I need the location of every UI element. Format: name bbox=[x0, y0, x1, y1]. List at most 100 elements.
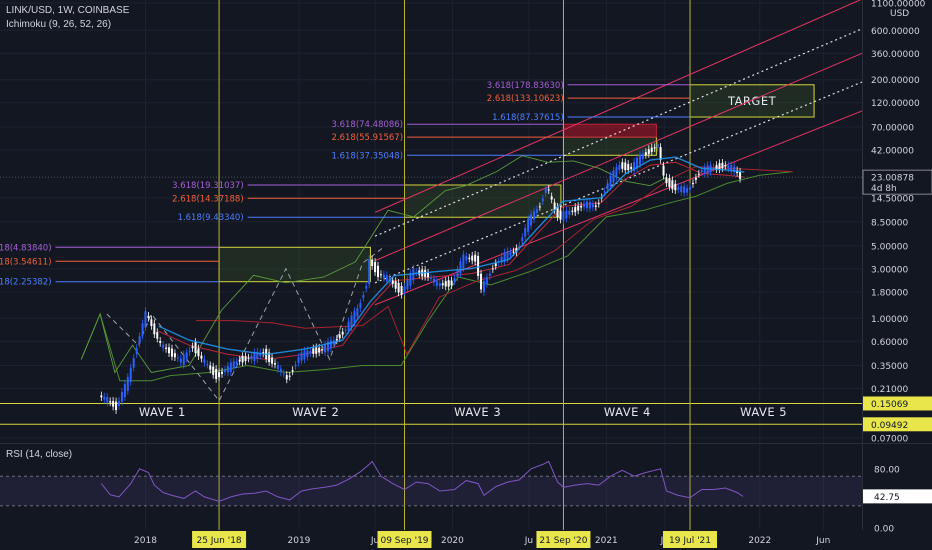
candle-body bbox=[568, 210, 571, 215]
candle-body bbox=[500, 256, 503, 263]
candle-body bbox=[680, 186, 683, 193]
candle-body bbox=[188, 350, 191, 353]
candle-body bbox=[294, 364, 297, 367]
candle-body bbox=[318, 347, 321, 353]
candle-body bbox=[168, 347, 171, 354]
candle-body bbox=[165, 347, 168, 349]
time-axis: 20182019Ju2020Ju2021Ju2022Jun25 Jun '180… bbox=[134, 531, 830, 548]
candle-body bbox=[329, 340, 332, 349]
candle-body bbox=[391, 280, 394, 284]
candle-body bbox=[153, 323, 156, 335]
candle-body bbox=[406, 279, 409, 290]
candle-body bbox=[123, 383, 126, 398]
candle-body bbox=[518, 245, 521, 247]
fib-level-label: 3.618(178.83630) bbox=[487, 81, 564, 91]
candle-body bbox=[724, 165, 727, 167]
time-tick-label: Jun bbox=[815, 536, 830, 546]
candle-body bbox=[362, 295, 365, 298]
candle-body bbox=[712, 167, 715, 169]
candle-body bbox=[247, 357, 250, 359]
candle-body bbox=[435, 281, 438, 286]
indicator-title[interactable]: Ichimoku (9, 26, 52, 26) bbox=[6, 19, 112, 30]
candle-body bbox=[103, 396, 106, 400]
candle-body bbox=[324, 344, 327, 353]
candle-body bbox=[253, 352, 256, 362]
fib-level-label: 2.618(55.91567) bbox=[332, 133, 404, 143]
candle-body bbox=[588, 202, 591, 209]
support-price-badge bbox=[863, 396, 932, 411]
candle-body bbox=[471, 255, 474, 261]
candle-body bbox=[173, 353, 176, 358]
candle-body bbox=[662, 165, 665, 176]
candle-body bbox=[488, 273, 491, 276]
candle-body bbox=[653, 147, 656, 149]
candle-body bbox=[485, 277, 488, 284]
candle-body bbox=[721, 162, 724, 169]
candle-body bbox=[132, 358, 135, 368]
candle-body bbox=[509, 251, 512, 256]
candle-body bbox=[739, 171, 742, 179]
candle-body bbox=[221, 371, 224, 374]
candle-body bbox=[427, 272, 430, 278]
time-tick-label: 2022 bbox=[748, 536, 771, 546]
chikou-line bbox=[80, 155, 668, 374]
candle-body bbox=[577, 205, 580, 211]
candle-body bbox=[371, 259, 374, 267]
candle-body bbox=[385, 275, 388, 281]
candle-body bbox=[633, 162, 636, 172]
candle-body bbox=[194, 342, 197, 354]
candle-body bbox=[141, 323, 144, 336]
candle-body bbox=[306, 350, 309, 357]
channel-line bbox=[374, 110, 863, 306]
rsi-line bbox=[100, 460, 744, 502]
fib-level-label: 3.618(4.83840) bbox=[0, 243, 52, 253]
candle-body bbox=[353, 311, 356, 323]
candle-body bbox=[641, 153, 644, 160]
rsi-tick-label: 80.00 bbox=[874, 465, 900, 475]
candle-body bbox=[368, 259, 371, 285]
candle-body bbox=[338, 334, 341, 339]
candle-body bbox=[438, 283, 441, 287]
senkou-b-line bbox=[80, 171, 793, 382]
candle-body bbox=[182, 354, 185, 365]
support-price-badge bbox=[863, 417, 932, 432]
candle-body bbox=[556, 206, 559, 218]
candle-body bbox=[665, 177, 668, 184]
symbol-title[interactable]: LINK/USD, 1W, COINBASE bbox=[6, 5, 130, 16]
time-tick-label: Ju bbox=[370, 536, 379, 546]
candle-body bbox=[733, 166, 736, 173]
wave-label: WAVE 4 bbox=[604, 405, 651, 419]
wave-label: WAVE 5 bbox=[740, 405, 787, 419]
rsi-title[interactable]: RSI (14, close) bbox=[6, 449, 73, 460]
candle-body bbox=[453, 278, 456, 282]
target-label: TARGET bbox=[727, 94, 777, 108]
candle-body bbox=[326, 341, 329, 352]
candle-body bbox=[565, 210, 568, 219]
candle-body bbox=[138, 336, 141, 344]
tenkan-line bbox=[158, 156, 745, 356]
candle-body bbox=[394, 281, 397, 289]
candle-body bbox=[459, 261, 462, 274]
candle-body bbox=[700, 170, 703, 173]
candle-body bbox=[206, 364, 209, 366]
candle-body bbox=[482, 280, 485, 292]
fib-level-label: 1.618(37.35048) bbox=[332, 151, 404, 161]
fib-level-label: 3.618(74.48086) bbox=[332, 120, 404, 130]
candle-body bbox=[279, 368, 282, 373]
candle-countdown: 4d 8h bbox=[871, 184, 897, 194]
candle-body bbox=[447, 280, 450, 287]
rsi-band bbox=[0, 476, 862, 506]
candle-body bbox=[456, 269, 459, 278]
candle-body bbox=[580, 205, 583, 208]
currency-label: USD bbox=[890, 9, 909, 19]
green-zone-box bbox=[689, 84, 815, 118]
candle-body bbox=[424, 269, 427, 277]
candle-body bbox=[627, 164, 630, 171]
fib-level-label: 2.618(133.10623) bbox=[487, 94, 564, 104]
candle-body bbox=[129, 367, 132, 382]
rsi-pane: 80.00 42.75 0.00 bbox=[0, 460, 932, 535]
candle-body bbox=[686, 188, 689, 193]
candle-body bbox=[250, 355, 253, 360]
candle-body bbox=[377, 265, 380, 278]
